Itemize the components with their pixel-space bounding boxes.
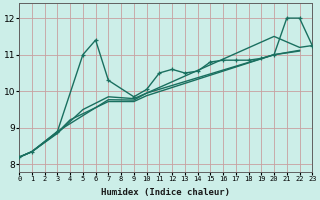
X-axis label: Humidex (Indice chaleur): Humidex (Indice chaleur) <box>101 188 230 197</box>
